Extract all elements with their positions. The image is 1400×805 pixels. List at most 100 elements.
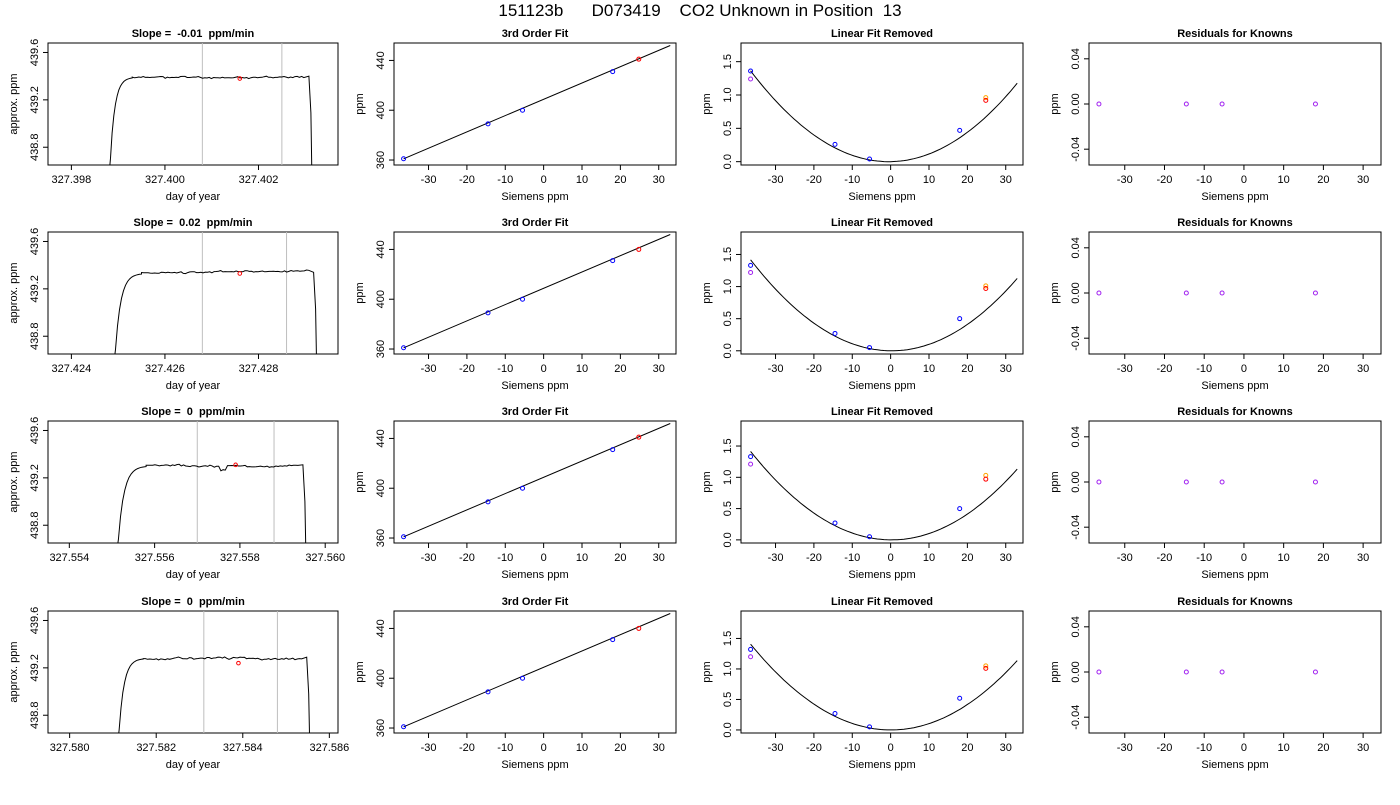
fit-line [403,613,671,728]
x-tick-label: -30 [768,552,784,564]
data-point-purple [1096,669,1102,675]
x-tick-label: -10 [844,742,860,754]
data-point-purple [1183,479,1189,485]
plot-area [748,259,1018,352]
x-tick-label: 30 [1000,742,1012,754]
x-tick-label: -30 [1117,552,1133,564]
x-tick-label: -10 [1196,742,1212,754]
y-tick-label: 439.6 [29,39,41,67]
x-tick-label: 20 [961,174,973,186]
x-tick-label: -20 [806,363,822,375]
y-axis-label: ppm [701,282,713,303]
x-axis-label: Siemens ppm [501,759,568,771]
plot-frame [1088,610,1382,734]
y-tick-label: 1.5 [722,54,734,69]
y-tick-label: 439.2 [29,464,41,492]
y-tick-label: 400 [375,669,387,687]
data-point-blue [867,534,873,540]
x-tick-label: 0 [541,363,547,375]
chart-r1c4: Residuals for Knowns -30 -20 -10 0 10 20 30 -0.0… [1049,28,1382,203]
x-axis-label: Siemens ppm [848,191,915,203]
x-axis-label: Siemens ppm [848,759,915,771]
x-tick-label: -10 [844,552,860,564]
data-point-blue [748,454,754,460]
chart-title: Linear Fit Removed [831,406,933,418]
data-point-blue [520,675,526,681]
x-tick-label: 0 [1241,552,1247,564]
x-tick-label: 20 [1317,742,1329,754]
y-tick-label: 1.0 [722,661,734,676]
x-tick-label: 0 [541,742,547,754]
x-tick-label: -10 [1196,363,1212,375]
x-tick-label: -20 [806,552,822,564]
y-axis-label: ppm [1049,93,1061,114]
x-tick-label: -20 [459,174,475,186]
concentration-trace [117,463,307,543]
x-tick-label: 0 [888,363,894,375]
mean-marker [237,271,243,276]
data-point-red [983,476,989,482]
plot-area [748,68,1018,163]
y-tick-label: 440 [375,429,387,447]
x-axis-label: day of year [166,759,221,771]
x-tick-label: 327.586 [309,742,349,754]
x-tick-label: -20 [1157,174,1173,186]
x-tick-label: -20 [806,742,822,754]
x-tick-label: 0 [1241,174,1247,186]
y-tick-label: 438.8 [29,322,41,350]
chart-r3c1: Slope = 0 ppm/min 327.554 327.556 327.558 32… [8,406,345,581]
plot-area [1096,479,1318,485]
data-point-purple [1219,669,1225,675]
y-tick-label: 400 [375,101,387,119]
x-tick-label: -20 [1157,363,1173,375]
chart-title: Slope = 0.02 ppm/min [134,217,253,229]
data-point-blue [832,520,838,526]
x-tick-label: -20 [459,552,475,564]
fit-line [403,423,671,538]
plot-frame [393,420,677,544]
x-tick-label: 30 [653,174,665,186]
y-tick-label: 360 [375,340,387,358]
x-tick-label: 20 [961,742,973,754]
data-point-red [983,286,989,292]
y-tick-label: 0.04 [1070,48,1082,69]
data-point-blue [957,506,963,512]
data-point-red [636,434,642,440]
plot-area [401,613,671,730]
plot-frame [393,231,677,355]
chart-title: Residuals for Knowns [1177,28,1293,40]
y-tick-label: 438.8 [29,511,41,539]
y-tick-label: -0.04 [1070,326,1082,351]
y-tick-label: 439.6 [29,417,41,445]
y-tick-label: 0.0 [722,532,734,547]
data-point-blue [610,69,616,75]
plot-frame [1088,420,1382,544]
data-point-red [983,665,989,671]
x-tick-label: -20 [459,363,475,375]
x-tick-label: 10 [576,552,588,564]
data-point-purple [1096,101,1102,107]
chart-title: 3rd Order Fit [502,406,569,418]
x-axis-label: Siemens ppm [1201,380,1268,392]
data-point-blue [610,637,616,643]
residual-curve [750,70,1018,163]
y-tick-label: 1.5 [722,247,734,262]
data-point-blue [401,156,407,162]
data-point-orange [983,283,989,289]
y-tick-label: 0.0 [722,343,734,358]
y-axis-label: ppm [354,282,366,303]
mean-marker [237,76,243,81]
plot-frame [740,42,1024,166]
plot-area [117,421,307,543]
x-tick-label: 10 [923,552,935,564]
chart-r2c1: Slope = 0.02 ppm/min 327.424 327.426 327.42… [8,217,339,392]
x-axis-label: Siemens ppm [501,191,568,203]
data-point-blue [485,499,491,505]
fit-line [403,45,671,160]
y-tick-label: 439.6 [29,228,41,256]
data-point-purple [1219,479,1225,485]
x-tick-label: -30 [421,174,437,186]
data-point-red [636,56,642,62]
x-tick-label: -30 [1117,363,1133,375]
y-tick-label: 0.04 [1070,237,1082,258]
